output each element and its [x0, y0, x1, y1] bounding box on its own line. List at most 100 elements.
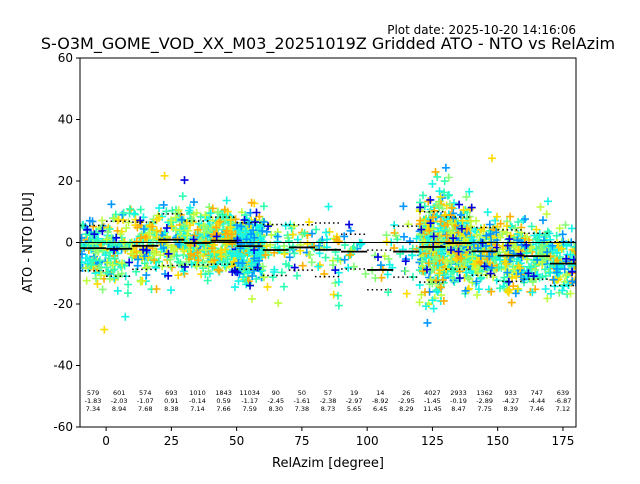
scatter-marker-group — [312, 225, 343, 310]
bin-std-label: 7.34 — [86, 405, 100, 413]
scatter-points — [80, 154, 576, 334]
bin-std-label: 8.30 — [269, 405, 283, 413]
scatter-marker-group — [298, 230, 316, 267]
scatter-marker-outliers — [83, 225, 107, 239]
bin-count-label: 574 — [139, 389, 151, 397]
bin-mean-label: 0.59 — [216, 397, 230, 405]
scatter-marker-group — [347, 246, 356, 255]
scatter-marker-group — [376, 252, 389, 270]
bin-count-label: 2933 — [450, 389, 467, 397]
y-tick-label: 0 — [65, 236, 73, 250]
scatter-marker-group — [262, 242, 289, 291]
bin-mean-label: -8.92 — [372, 397, 389, 405]
bin-count-label: 639 — [557, 389, 569, 397]
bin-count-label: 1362 — [476, 389, 493, 397]
scatter-marker-outliers — [522, 241, 538, 281]
bin-std-label: 8.73 — [321, 405, 335, 413]
bin-mean-label: -0.19 — [450, 397, 467, 405]
bin-count-label: 57 — [324, 389, 332, 397]
bin-std-label: 7.66 — [216, 405, 230, 413]
bin-statistic-labels: 579-1.837.34601-2.038.94574-1.077.686930… — [85, 389, 572, 413]
bin-std-label: 7.12 — [556, 405, 570, 413]
bin-mean-label: -0.14 — [189, 397, 206, 405]
bin-count-label: 4027 — [424, 389, 441, 397]
y-tick-label: 40 — [58, 113, 73, 127]
bin-std-label: 5.65 — [347, 405, 361, 413]
y-tick-label: -60 — [53, 420, 73, 434]
bin-count-label: 90 — [272, 389, 280, 397]
bin-mean-label: -2.95 — [398, 397, 415, 405]
scatter-marker-group — [391, 231, 410, 275]
scatter-marker-outliers — [331, 266, 340, 275]
bin-std-label: 7.75 — [477, 405, 491, 413]
bin-mean-label: -4.44 — [528, 397, 545, 405]
bin-mean-label: -2.45 — [267, 397, 284, 405]
scatter-marker-group — [260, 218, 282, 241]
bin-count-label: 1843 — [215, 389, 232, 397]
scatter-marker-group — [285, 224, 309, 280]
x-tick-label: 100 — [356, 434, 379, 448]
bin-std-label: 8.94 — [112, 405, 126, 413]
x-tick-label: 125 — [421, 434, 444, 448]
bin-count-label: 11034 — [239, 389, 260, 397]
y-axis: -60 -40 -20 0 20 40 60 — [53, 51, 80, 434]
y-tick-label: 20 — [58, 174, 73, 188]
bin-mean-label: -6.87 — [555, 397, 572, 405]
scatter-marker-group — [320, 235, 343, 278]
bin-mean-label: -2.89 — [476, 397, 493, 405]
scatter-marker-group — [444, 173, 474, 284]
x-tick-label: 25 — [164, 434, 179, 448]
bin-statistic-lines — [80, 211, 576, 291]
scatter-marker-group — [128, 211, 163, 286]
scatter-marker-outliers — [401, 257, 410, 266]
x-axis: 0 25 50 75 100 125 150 175 — [102, 427, 574, 448]
scatter-marker-group — [88, 224, 107, 294]
bin-mean-label: -2.03 — [111, 397, 128, 405]
x-axis-label: RelAzim [degree] — [272, 456, 384, 471]
bin-mean-label: 0.91 — [164, 397, 178, 405]
scatter-marker-group — [376, 261, 385, 270]
bin-mean-label: -4.27 — [502, 397, 519, 405]
bin-mean-label: -1.45 — [424, 397, 441, 405]
y-tick-label: -20 — [53, 297, 73, 311]
bin-count-label: 933 — [505, 389, 517, 397]
bin-count-label: 14 — [376, 389, 384, 397]
scatter-marker-outliers — [503, 235, 525, 286]
scatter-marker-group — [290, 221, 305, 249]
bin-std-label: 7.46 — [530, 405, 544, 413]
y-tick-label: 60 — [58, 51, 73, 65]
y-axis-label: ATO - NTO [DU] — [21, 192, 36, 293]
bin-mean-label: -2.38 — [320, 397, 337, 405]
scatter-marker-outliers — [136, 216, 151, 255]
scatter-marker-outliers — [345, 220, 354, 229]
scatter-marker-group — [498, 222, 527, 297]
scatter-marker-group — [328, 261, 340, 288]
bin-std-label: 8.29 — [399, 405, 413, 413]
scatter-marker-group — [261, 248, 279, 259]
bin-std-label: 11.45 — [423, 405, 442, 413]
x-tick-label: 175 — [551, 434, 574, 448]
x-tick-label: 75 — [294, 434, 309, 448]
bin-mean-label: -2.97 — [346, 397, 363, 405]
x-tick-label: 150 — [486, 434, 509, 448]
scatter-marker-group — [384, 288, 393, 297]
bin-mean-label: -1.17 — [241, 397, 258, 405]
scatter-marker-group — [349, 262, 370, 278]
bin-mean-label: -1.83 — [85, 397, 102, 405]
scatter-marker-group — [314, 202, 343, 286]
bin-std-label: 7.38 — [295, 405, 309, 413]
bin-mean-label: -1.07 — [137, 397, 154, 405]
scatter-marker-outliers — [264, 222, 273, 231]
bin-std-label: 8.39 — [503, 405, 517, 413]
x-tick-label: 50 — [229, 434, 244, 448]
bin-count-label: 601 — [113, 389, 125, 397]
scatter-marker-outliers — [374, 253, 382, 262]
bin-std-label: 7.68 — [138, 405, 152, 413]
bin-std-label: 8.38 — [164, 405, 178, 413]
bin-count-label: 50 — [298, 389, 306, 397]
bin-std-label: 7.59 — [242, 405, 256, 413]
bin-std-label: 7.14 — [190, 405, 204, 413]
chart-title: S-O3M_GOME_VOD_XX_M03_20251019Z Gridded … — [40, 34, 616, 53]
